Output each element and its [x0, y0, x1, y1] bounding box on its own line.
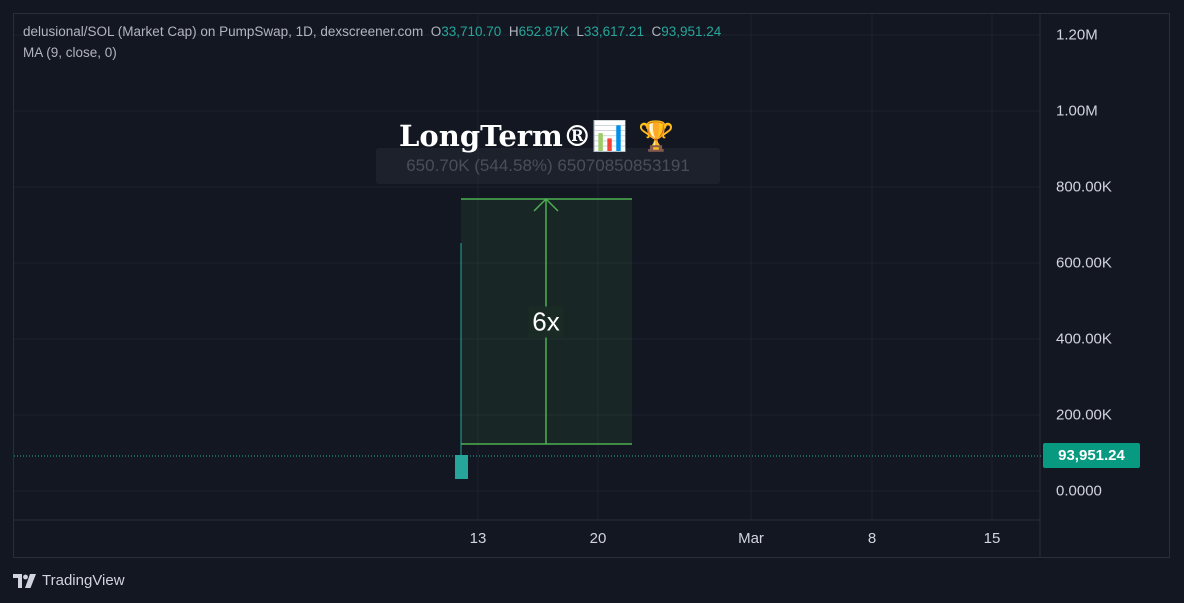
tradingview-logo-text: TradingView: [42, 572, 125, 589]
y-axis-label: 600.00K: [1056, 254, 1112, 272]
y-axis-label: 800.00K: [1056, 178, 1112, 196]
legend-low-key: L: [576, 24, 584, 39]
tradingview-logo[interactable]: TradingView: [13, 572, 125, 589]
x-axis-label: Mar: [738, 530, 764, 547]
legend-title: delusional/SOL (Market Cap) on PumpSwap,…: [23, 24, 424, 39]
x-axis-label: 15: [983, 530, 1001, 547]
legend-high-value: 652.87K: [518, 24, 569, 39]
tradingview-logo-icon: [13, 573, 36, 588]
measure-arrow-head: [533, 197, 559, 212]
legend-low-value: 33,617.21: [583, 24, 644, 39]
y-axis-label: 1.00M: [1056, 102, 1098, 120]
current-price-badge: 93,951.24: [1043, 443, 1140, 468]
legend-close-value: 93,951.24: [661, 24, 722, 39]
chart-frame: [13, 13, 1170, 558]
y-axis-label: 400.00K: [1056, 330, 1112, 348]
grid-lines: [14, 14, 1040, 520]
annotation-measure-label: 650.70K (544.58%) 65070850853191: [376, 148, 720, 184]
y-axis-label: 200.00K: [1056, 406, 1112, 424]
annotation-title[interactable]: LongTerm®📊 🏆: [399, 119, 675, 153]
legend-high-key: H: [508, 24, 519, 39]
legend-open-value: 33,710.70: [441, 24, 502, 39]
annotation-multiplier: 6x: [528, 306, 564, 338]
x-axis-label: 13: [469, 530, 487, 547]
chart-legend: delusional/SOL (Market Cap) on PumpSwap,…: [23, 24, 721, 39]
legend-close-key: C: [651, 24, 662, 39]
legend-open-key: O: [430, 24, 442, 39]
y-axis-label: 0.0000: [1056, 482, 1102, 500]
y-axis-label: 1.20M: [1056, 26, 1098, 44]
x-axis-label: 20: [589, 530, 607, 547]
x-axis-label: 8: [867, 530, 877, 547]
candle-body: [455, 455, 468, 479]
indicator-legend[interactable]: MA (9, close, 0): [23, 45, 117, 60]
